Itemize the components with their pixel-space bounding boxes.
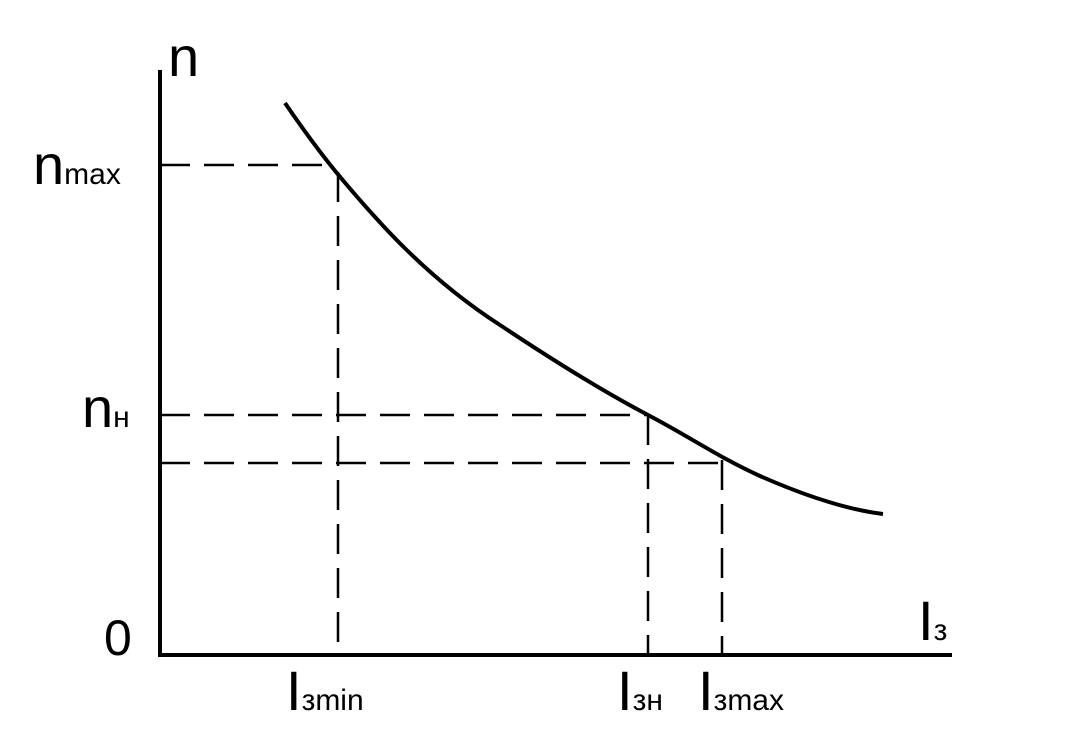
label-sub: зmax <box>714 684 784 717</box>
y-axis-label: n <box>168 25 199 88</box>
label-main: n <box>82 376 113 439</box>
label-sub: зmin <box>302 684 364 717</box>
y-mark-label: nmax <box>33 133 121 196</box>
label-main: n <box>33 133 64 196</box>
x-axis-label: Iз <box>918 589 947 652</box>
curve <box>283 101 884 516</box>
label-sub: зн <box>633 684 663 717</box>
origin-label: 0 <box>104 610 132 666</box>
label-main: I <box>286 659 302 722</box>
y-mark-label: nн <box>82 376 130 439</box>
label-sub: max <box>64 158 121 191</box>
dashed-guide <box>160 163 340 655</box>
label-sub: н <box>113 401 130 434</box>
label-main: I <box>617 659 633 722</box>
label-sub: з <box>934 614 948 647</box>
dashed-guide <box>160 460 724 655</box>
x-mark-label: Iзmin <box>286 659 364 722</box>
label-main: I <box>698 659 714 722</box>
x-mark-label: Iзmax <box>698 659 784 722</box>
x-mark-label: Iзн <box>617 659 663 722</box>
label-main: I <box>918 589 934 652</box>
dashed-guide <box>160 413 650 655</box>
